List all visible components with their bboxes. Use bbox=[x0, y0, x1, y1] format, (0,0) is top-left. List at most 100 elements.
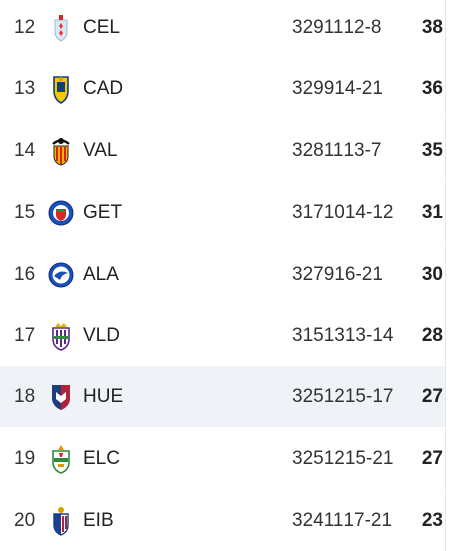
points: 38 bbox=[421, 16, 443, 38]
points: 35 bbox=[421, 139, 443, 161]
won: 9 bbox=[313, 77, 324, 99]
team-name: ELC bbox=[83, 447, 120, 469]
won: 4 bbox=[313, 509, 324, 531]
goal-difference: -21 bbox=[355, 77, 383, 99]
played: 32 bbox=[292, 385, 314, 407]
team-stats: 32 9 9 14 -21 bbox=[292, 58, 383, 119]
played: 32 bbox=[292, 16, 314, 38]
played: 32 bbox=[292, 509, 314, 531]
position: 15 bbox=[14, 201, 36, 223]
lost: 17 bbox=[343, 509, 365, 531]
points: 30 bbox=[421, 263, 443, 285]
huesca-crest-icon bbox=[48, 366, 74, 427]
team-name: CEL bbox=[83, 16, 120, 38]
table-row[interactable]: 16 ALA 32 7 9 16 -21 30 bbox=[0, 244, 446, 305]
table-row[interactable]: 15 GET 31 7 10 14 -12 31 bbox=[0, 182, 446, 243]
played: 31 bbox=[292, 201, 314, 223]
position: 16 bbox=[14, 263, 36, 285]
team-stats: 31 7 10 14 -12 bbox=[292, 182, 393, 243]
team-stats: 31 5 13 13 -14 bbox=[292, 305, 393, 366]
team-stats: 32 9 11 12 -8 bbox=[292, 0, 382, 58]
table-row[interactable]: 19 ELC 32 5 12 15 -21 27 bbox=[0, 428, 446, 489]
lost: 14 bbox=[334, 77, 356, 99]
played: 32 bbox=[292, 263, 314, 285]
goal-difference: -8 bbox=[364, 16, 382, 38]
table-row[interactable]: 12 CEL 32 9 11 12 -8 38 bbox=[0, 0, 446, 58]
table-row[interactable]: 17 VLD 31 5 13 13 -14 28 bbox=[0, 305, 446, 366]
goal-difference: -7 bbox=[364, 139, 382, 161]
elche-crest-icon bbox=[48, 428, 74, 489]
table-row[interactable]: 14 VAL 32 8 11 13 -7 35 bbox=[0, 120, 446, 181]
position: 19 bbox=[14, 447, 36, 469]
played: 32 bbox=[292, 447, 314, 469]
points: 36 bbox=[421, 77, 443, 99]
position: 18 bbox=[14, 385, 36, 407]
points: 31 bbox=[421, 201, 443, 223]
team-name: HUE bbox=[83, 385, 124, 407]
getafe-crest-icon bbox=[48, 182, 74, 243]
points: 27 bbox=[421, 385, 443, 407]
lost: 15 bbox=[344, 447, 366, 469]
goal-difference: -14 bbox=[366, 324, 394, 346]
lost: 12 bbox=[343, 16, 365, 38]
team-stats: 32 7 9 16 -21 bbox=[292, 244, 383, 305]
won: 9 bbox=[313, 16, 324, 38]
team-stats: 32 5 12 15 -21 bbox=[292, 428, 393, 489]
position: 13 bbox=[14, 77, 36, 99]
won: 7 bbox=[313, 201, 324, 223]
won: 7 bbox=[313, 263, 324, 285]
lost: 13 bbox=[344, 324, 366, 346]
drawn: 12 bbox=[323, 385, 345, 407]
table-row[interactable]: 13 CAD 32 9 9 14 -21 36 bbox=[0, 58, 446, 119]
won: 5 bbox=[313, 385, 324, 407]
position: 20 bbox=[14, 509, 36, 531]
goal-difference: -17 bbox=[366, 385, 394, 407]
drawn: 11 bbox=[323, 16, 344, 38]
goal-difference: -21 bbox=[355, 263, 383, 285]
cadiz-crest-icon bbox=[48, 58, 74, 119]
table-row-highlighted[interactable]: 18 HUE 32 5 12 15 -17 27 bbox=[0, 366, 446, 427]
drawn: 9 bbox=[323, 77, 335, 99]
position: 17 bbox=[14, 324, 36, 346]
drawn: 10 bbox=[323, 201, 345, 223]
drawn: 11 bbox=[323, 509, 344, 531]
team-name: EIB bbox=[83, 509, 114, 531]
won: 8 bbox=[313, 139, 324, 161]
played: 32 bbox=[292, 139, 314, 161]
won: 5 bbox=[313, 447, 324, 469]
goal-difference: -21 bbox=[366, 447, 394, 469]
points: 23 bbox=[421, 509, 443, 531]
team-stats: 32 4 11 17 -21 bbox=[292, 490, 392, 551]
alaves-crest-icon bbox=[48, 244, 74, 305]
team-stats: 32 8 11 13 -7 bbox=[292, 120, 382, 181]
team-name: VAL bbox=[83, 139, 118, 161]
drawn: 12 bbox=[323, 447, 345, 469]
points: 28 bbox=[421, 324, 443, 346]
team-name: ALA bbox=[83, 263, 119, 285]
table-row[interactable]: 20 EIB 32 4 11 17 -21 23 bbox=[0, 490, 446, 551]
lost: 14 bbox=[344, 201, 366, 223]
goal-difference: -12 bbox=[366, 201, 394, 223]
position: 12 bbox=[14, 16, 36, 38]
played: 31 bbox=[292, 324, 314, 346]
eibar-crest-icon bbox=[48, 490, 74, 551]
lost: 15 bbox=[344, 385, 366, 407]
played: 32 bbox=[292, 77, 314, 99]
won: 5 bbox=[313, 324, 324, 346]
drawn: 9 bbox=[323, 263, 335, 285]
team-name: GET bbox=[83, 201, 123, 223]
team-stats: 32 5 12 15 -17 bbox=[292, 366, 393, 427]
position: 14 bbox=[14, 139, 36, 161]
goal-difference: -21 bbox=[364, 509, 393, 531]
team-name: CAD bbox=[83, 77, 124, 99]
valladolid-crest-icon bbox=[48, 305, 74, 366]
lost: 16 bbox=[334, 263, 356, 285]
celta-crest-icon bbox=[48, 0, 74, 58]
drawn: 11 bbox=[323, 139, 344, 161]
team-name: VLD bbox=[83, 324, 120, 346]
valencia-crest-icon bbox=[48, 120, 74, 181]
points: 27 bbox=[421, 447, 443, 469]
drawn: 13 bbox=[323, 324, 345, 346]
lost: 13 bbox=[343, 139, 365, 161]
